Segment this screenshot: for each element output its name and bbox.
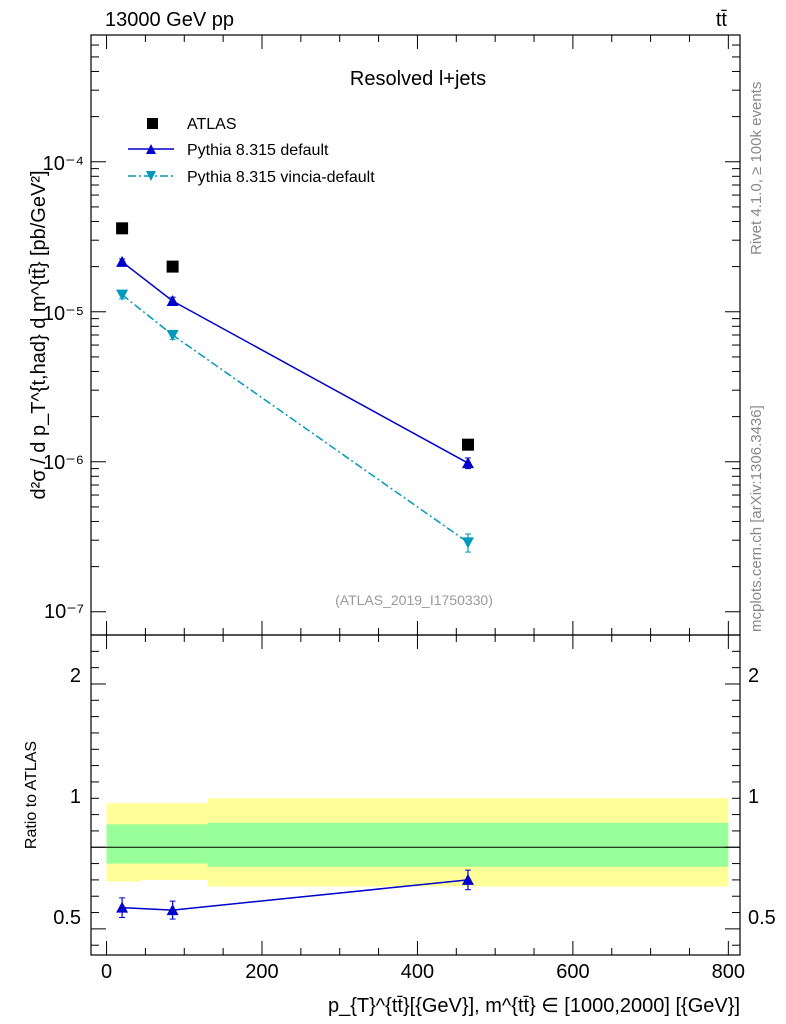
ratio-data-point xyxy=(116,901,129,913)
vincia-data-point xyxy=(116,289,129,301)
atlas-data-point xyxy=(116,222,129,235)
main-panel: Resolved l+jets (ATLAS_2019_I1750330) d²… xyxy=(28,34,741,636)
ratio-uncertainty-bands xyxy=(91,798,740,887)
atlas-data-point xyxy=(166,260,179,273)
process-label: tt̄ xyxy=(716,9,728,31)
legend-default-marker xyxy=(146,144,156,154)
ratio-data-layer xyxy=(116,869,474,920)
legend-atlas-marker xyxy=(147,118,158,129)
atlas-data-point xyxy=(461,438,474,451)
ratio-tick-label-1-right: 1 xyxy=(748,786,759,808)
y-tick-label-1e-6: 10⁻⁶ xyxy=(43,452,84,474)
default-data-point xyxy=(116,255,129,267)
x-tick-label: 200 xyxy=(245,961,278,983)
reference-label: (ATLAS_2019_I1750330) xyxy=(335,592,493,608)
default-data-point xyxy=(166,294,179,306)
x-tick-labels: 0 200 400 600 800 xyxy=(101,961,745,983)
legend-atlas-label: ATLAS xyxy=(187,116,237,133)
default-data-point xyxy=(461,457,474,469)
vincia-data-point xyxy=(166,330,179,341)
ratio-panel: Ratio to ATLAS 0.5 1 2 0.5 1 2 0 200 400 60… xyxy=(23,634,776,1017)
energy-label: 13000 GeV pp xyxy=(105,9,234,31)
mcplots-label: mcplots.cern.ch [arXiv:1306.3436] xyxy=(748,405,765,632)
main-y-axis-label: d²σ / d p_T^{t,had} d m^{tt̄} [pb/GeV²] xyxy=(28,170,50,499)
legend-default-label: Pythia 8.315 default xyxy=(187,142,329,159)
x-tick-label: 800 xyxy=(712,961,745,983)
x-tick-label: 600 xyxy=(556,961,589,983)
y-tick-label-1e-4: 10⁻⁴ xyxy=(43,153,84,175)
ratio-data-point xyxy=(166,904,179,916)
legend-vincia-label: Pythia 8.315 vincia-default xyxy=(187,169,375,186)
x-tick-label: 0 xyxy=(101,961,112,983)
main-title: Resolved l+jets xyxy=(350,68,486,90)
ratio-axes-frame xyxy=(90,634,741,956)
ratio-band-inner xyxy=(106,824,142,864)
ratio-band-inner xyxy=(141,824,208,864)
y-tick-label-1e-5: 10⁻⁵ xyxy=(43,303,84,325)
ratio-tick-label-2-right: 2 xyxy=(748,665,759,687)
legend-vincia-marker xyxy=(146,171,156,181)
ratio-tick-label-1-left: 1 xyxy=(70,786,81,808)
ratio-tick-label-2-left: 2 xyxy=(70,665,81,687)
main-y-tick-labels: 10⁻⁷ 10⁻⁶ 10⁻⁵ 10⁻⁴ xyxy=(43,153,84,623)
ratio-y-axis-label: Ratio to ATLAS xyxy=(23,741,40,849)
rivet-version-label: Rivet 4.1.0, ≥ 100k events xyxy=(748,82,765,255)
ratio-tick-label-0.5-left: 0.5 xyxy=(53,907,81,929)
ratio-data-point xyxy=(461,873,474,885)
default-series-line xyxy=(121,261,469,464)
ratio-tick-label-0.5-right: 0.5 xyxy=(748,907,776,929)
legend: ATLAS Pythia 8.315 default Pythia 8.315 … xyxy=(128,116,375,186)
ratio-y-tick-labels: 0.5 1 2 0.5 1 2 xyxy=(53,665,776,929)
y-tick-label-1e-7: 10⁻⁷ xyxy=(44,601,84,623)
ratio-frame-border xyxy=(90,634,741,956)
x-tick-label: 400 xyxy=(401,961,434,983)
ratio-band-inner xyxy=(207,822,729,867)
x-axis-label: p_{T}^{tt̄}[{GeV}], m^{tt̄} ∈ [1000,2000… xyxy=(328,995,740,1017)
main-data-layer xyxy=(116,222,474,553)
vincia-data-point xyxy=(461,537,474,549)
